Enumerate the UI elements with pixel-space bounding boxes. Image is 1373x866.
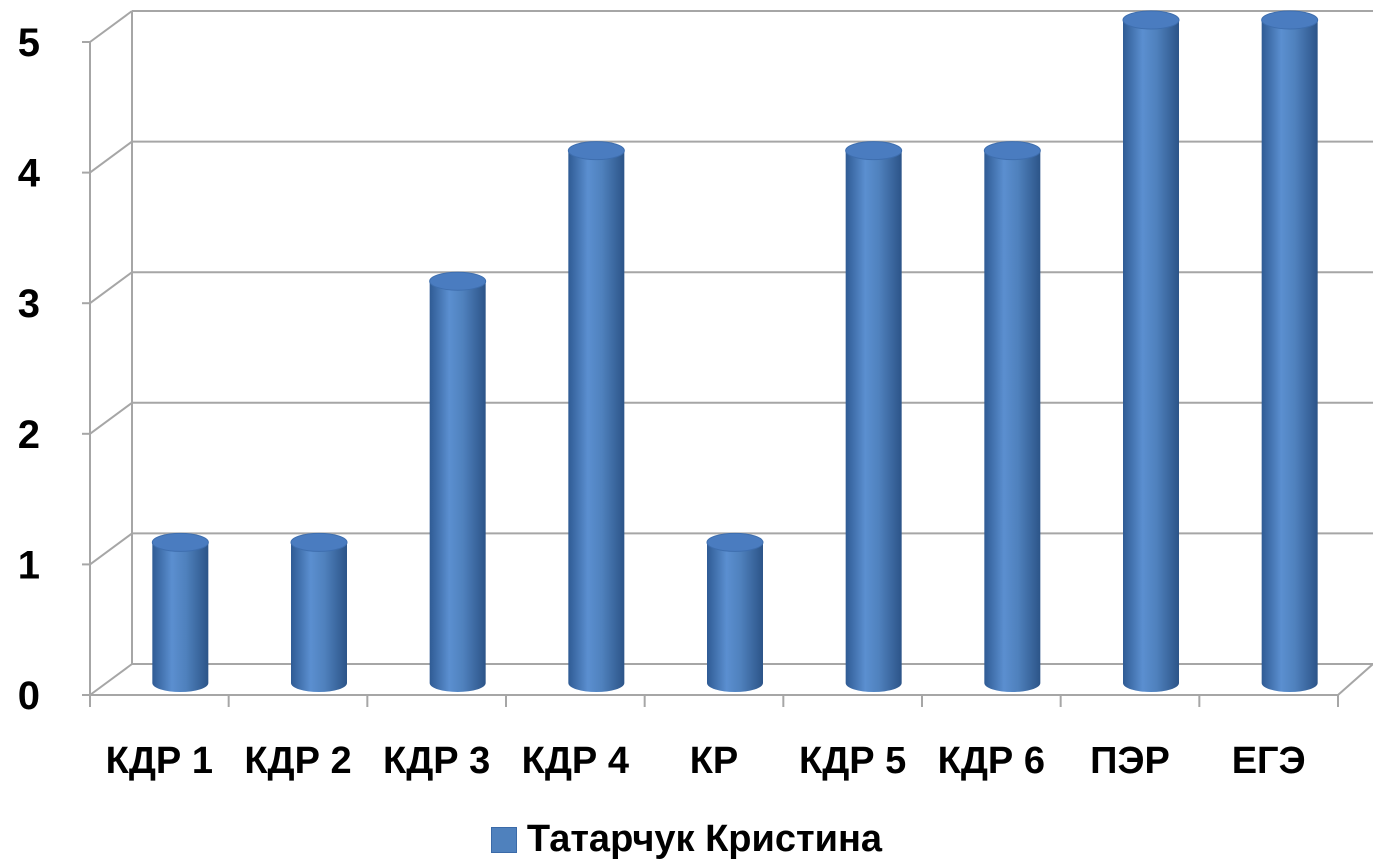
x-tick-label: КДР 1 — [106, 740, 213, 782]
axes — [82, 41, 1339, 707]
gridline-depth — [89, 401, 133, 435]
bar-cap — [429, 271, 487, 291]
bar-cap — [983, 141, 1041, 161]
bar — [290, 532, 348, 692]
bar-body — [845, 150, 902, 693]
bar-cap — [151, 532, 209, 552]
y-tick-label: 3 — [18, 282, 40, 326]
bar-body — [568, 150, 625, 693]
gridline-depth — [89, 10, 133, 43]
bar — [429, 271, 487, 692]
x-tick-label: КДР 5 — [799, 740, 906, 782]
x-tick-label: ЕГЭ — [1232, 740, 1306, 782]
y-tick-label: 5 — [18, 21, 40, 65]
bar-body — [429, 281, 486, 692]
bar-cap — [845, 141, 903, 161]
bar — [845, 141, 903, 693]
x-tick-label: КР — [690, 740, 739, 782]
gridline-depth — [89, 663, 133, 696]
legend-swatch — [490, 826, 517, 853]
bar-cap — [290, 532, 348, 552]
y-tick-label: 2 — [18, 413, 40, 457]
bar-cap — [706, 532, 764, 552]
bar — [1261, 10, 1319, 693]
floor-edge — [1337, 663, 1373, 696]
y-tick-label: 4 — [18, 152, 41, 196]
gridline-depth — [89, 271, 133, 305]
bar-body — [291, 542, 347, 692]
bar — [706, 532, 764, 692]
x-tick-label: КДР 3 — [383, 740, 490, 782]
legend-label: Татарчук Кристина — [526, 818, 883, 860]
grid — [89, 10, 1373, 696]
bar-cap — [1261, 10, 1319, 30]
bar — [1122, 10, 1180, 692]
bar-body — [984, 150, 1041, 693]
y-tick-label: 0 — [18, 674, 40, 718]
legend: Татарчук Кристина — [0, 818, 1373, 861]
bar-cap — [567, 141, 625, 161]
bar-body — [152, 542, 209, 693]
x-tick-label: КДР 6 — [938, 740, 1045, 782]
bar — [567, 141, 625, 693]
x-tick-label: КДР 4 — [522, 740, 629, 782]
bar-body — [707, 542, 763, 692]
gridline-depth — [89, 532, 133, 566]
bar-body — [1123, 20, 1179, 692]
gridline-depth — [89, 140, 133, 174]
bar-cap — [1122, 10, 1180, 30]
x-tick-label: КДР 2 — [244, 740, 351, 782]
bar — [983, 141, 1041, 693]
bars — [151, 10, 1319, 693]
x-tick-label: ПЭР — [1090, 740, 1170, 782]
bar — [151, 532, 209, 693]
bar-body — [1261, 20, 1318, 693]
y-tick-labels: 0 1 2 3 4 5 — [18, 21, 41, 718]
x-tick-labels: КДР 1 КДР 2 КДР 3 КДР 4 КР КДР 5 КДР 6 ПЭР ЕГЭ — [106, 740, 1306, 782]
y-tick-label: 1 — [18, 543, 40, 587]
